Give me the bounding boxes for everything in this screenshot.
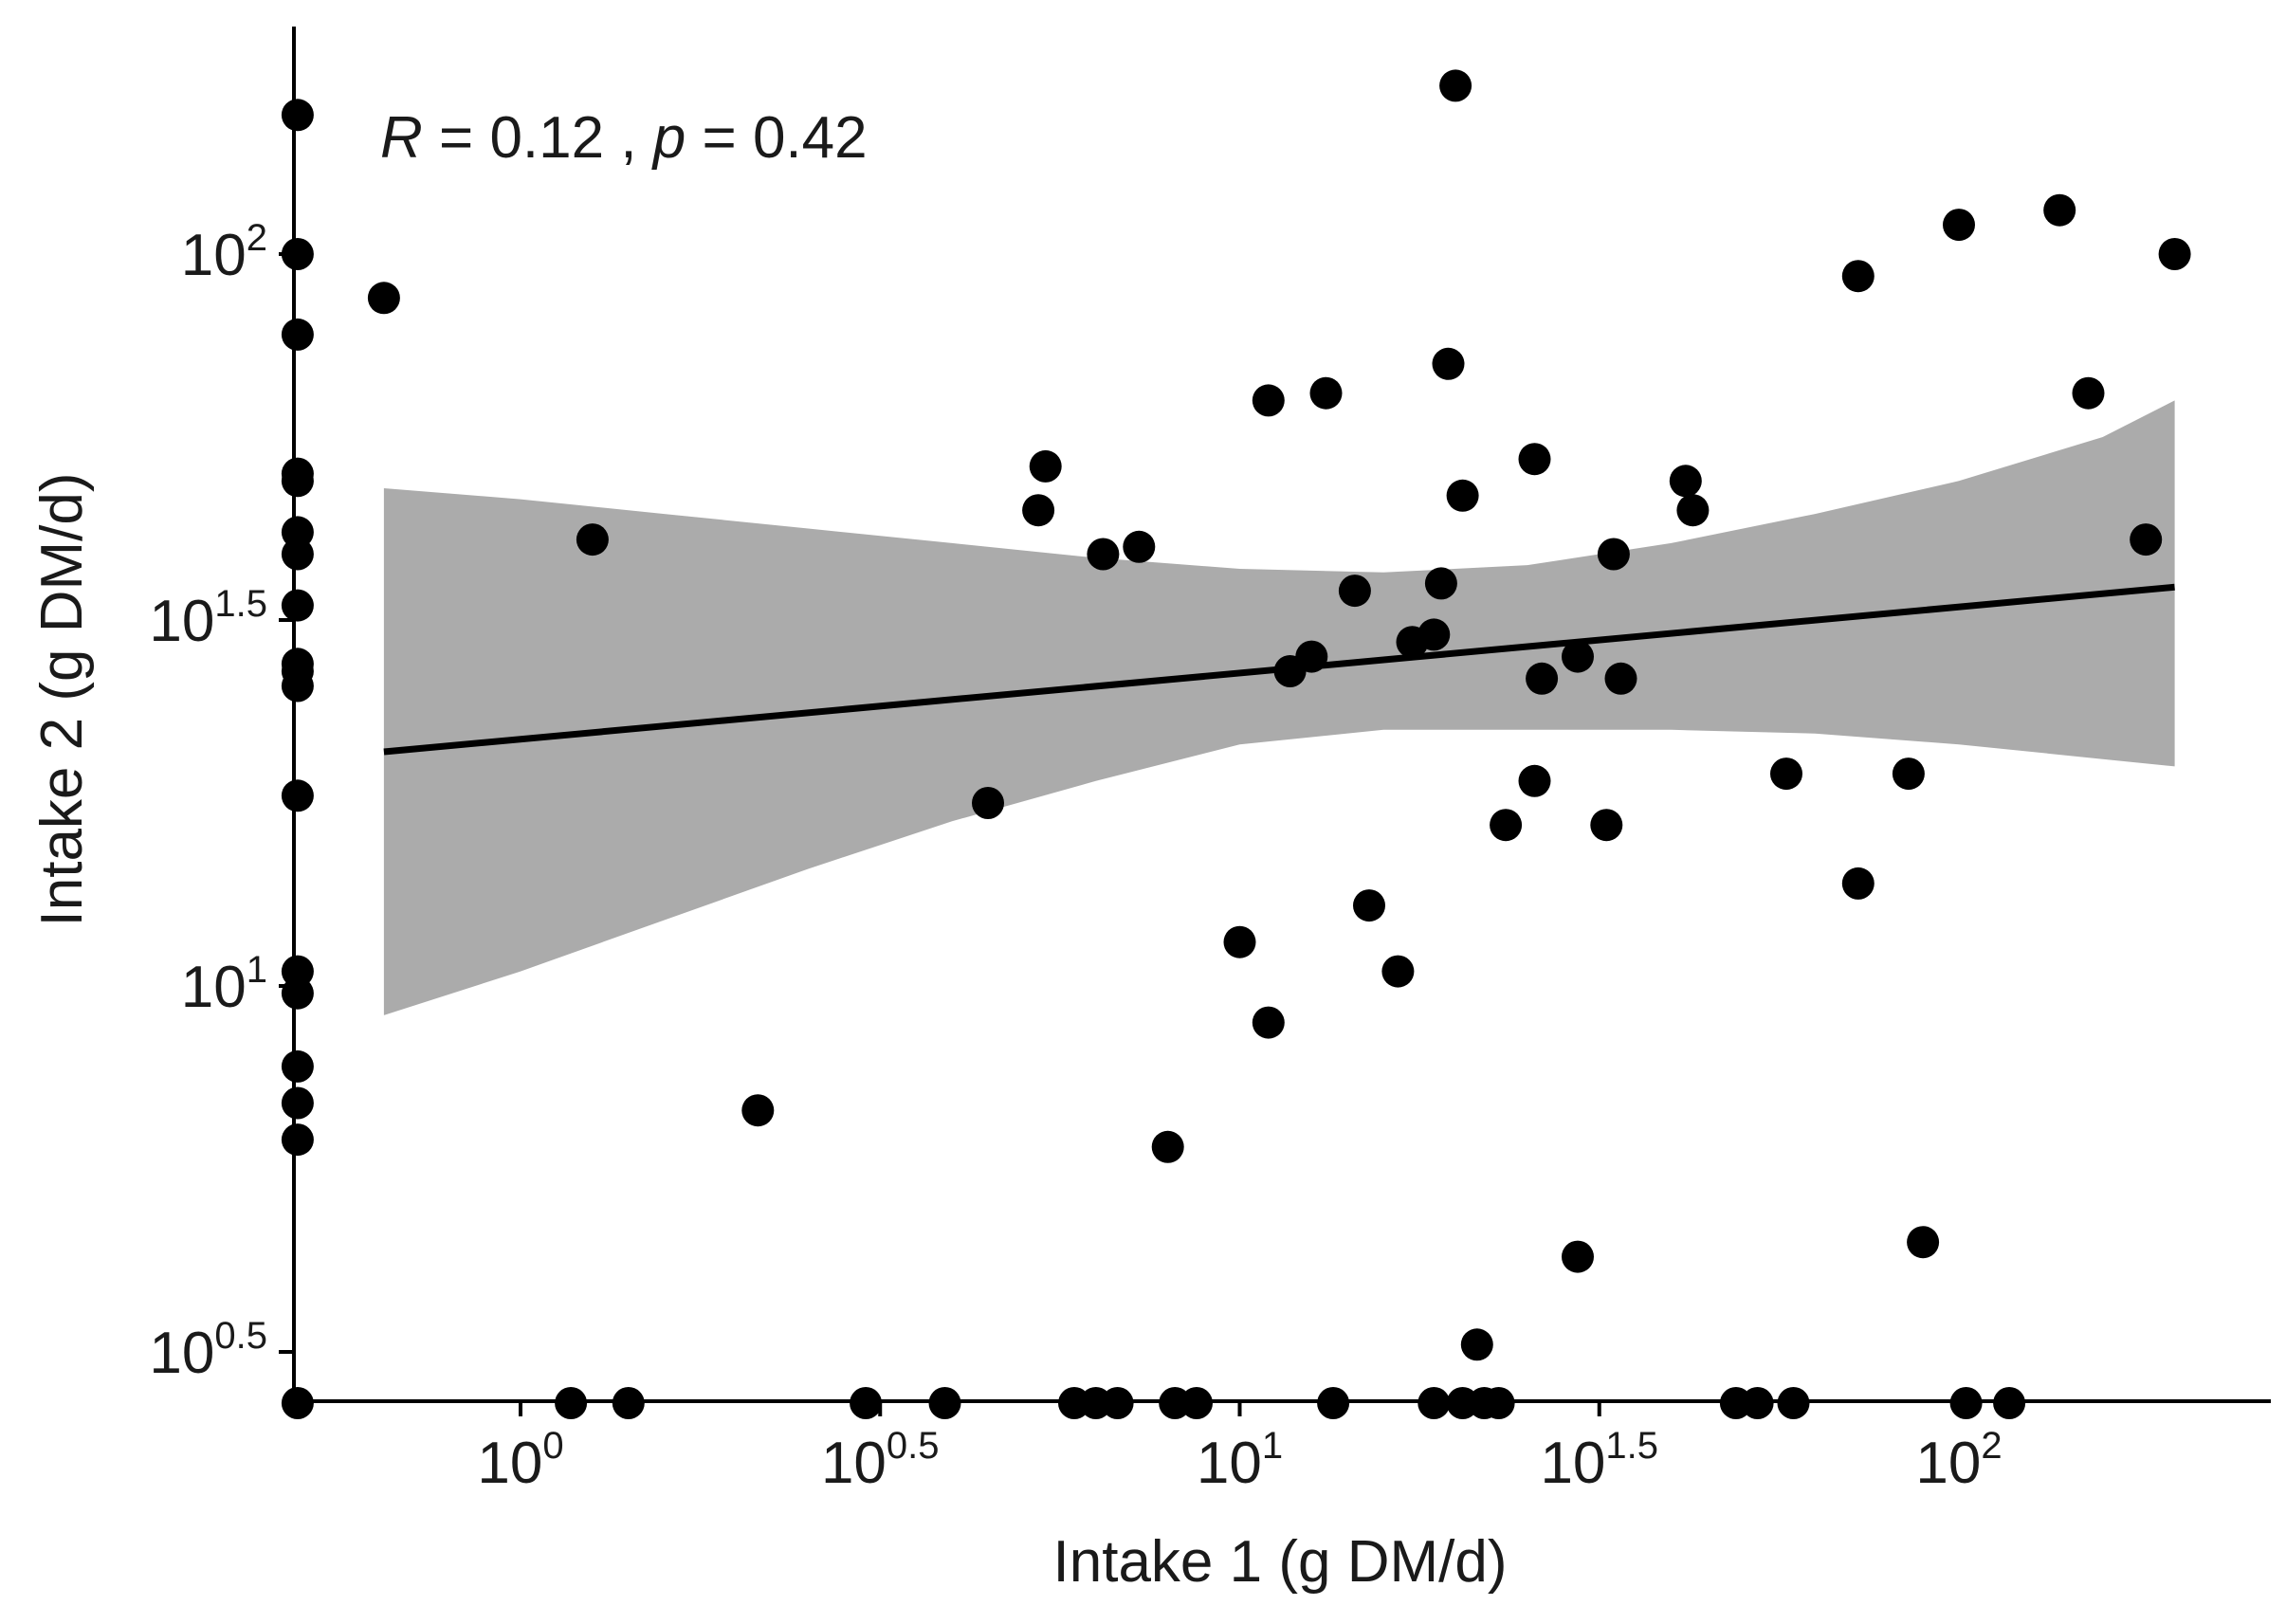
data-point [1518, 443, 1551, 476]
x-tick-label: 101 [1197, 1425, 1283, 1496]
data-point [1518, 764, 1551, 797]
data-point [1597, 538, 1630, 571]
data-point [281, 318, 314, 351]
data-point [281, 238, 314, 270]
p-value: = 0.42 [686, 105, 867, 171]
data-point [1590, 809, 1623, 842]
data-point [281, 465, 314, 498]
data-point [1223, 925, 1256, 958]
data-point [1943, 209, 1975, 242]
data-point [2072, 376, 2105, 410]
data-point [1022, 494, 1055, 527]
data-point [1252, 1006, 1285, 1039]
y-axis-title: Intake 2 (g DM/d) [29, 473, 95, 927]
confidence-band [383, 400, 2175, 1015]
data-point [1309, 376, 1343, 410]
data-point [1604, 662, 1637, 695]
data-point [281, 779, 314, 812]
data-point [281, 1049, 314, 1083]
data-point [1841, 260, 1875, 293]
data-point [281, 589, 314, 622]
data-point [367, 282, 400, 315]
data-point [1424, 567, 1457, 600]
x-tick-exponent: 2 [1981, 1425, 2002, 1467]
x-tick-base: 10 [477, 1431, 542, 1496]
x-tick-exponent: 1 [1262, 1425, 1283, 1467]
data-point [1562, 640, 1594, 673]
x-tick-label: 102 [1915, 1425, 2002, 1496]
y-tick-exponent: 1 [247, 949, 267, 991]
correlation-annotation: R = 0.12 , p = 0.42 [380, 105, 868, 171]
data-point [1151, 1130, 1184, 1163]
y-tick-base: 10 [149, 589, 214, 654]
data-point [1892, 757, 1925, 791]
x-tick-exponent: 1.5 [1605, 1425, 1658, 1467]
y-tick-exponent: 2 [247, 217, 267, 259]
data-point [281, 538, 314, 571]
data-point [281, 1123, 314, 1157]
y-tick-base: 10 [181, 223, 247, 288]
data-point [1562, 1240, 1594, 1273]
data-point [1252, 384, 1285, 417]
data-point [741, 1094, 775, 1127]
data-point [2158, 238, 2191, 270]
x-tick-label: 100 [477, 1425, 563, 1496]
data-point [281, 1086, 314, 1120]
data-point [1432, 347, 1465, 380]
x-tick-exponent: 0 [542, 1425, 563, 1467]
y-tick-label: 101 [181, 949, 267, 1020]
data-point [1381, 955, 1415, 988]
y-tick-base: 10 [149, 1321, 214, 1386]
x-tick-base: 10 [1540, 1431, 1605, 1496]
x-tick-label: 101.5 [1540, 1425, 1658, 1496]
y-tick-base: 10 [181, 955, 247, 1020]
p-symbol: p [651, 105, 686, 171]
data-point [1123, 530, 1156, 563]
data-point [1446, 479, 1479, 512]
y-tick-exponent: 0.5 [214, 1315, 267, 1357]
data-point [1669, 465, 1702, 498]
data-point [1439, 69, 1472, 102]
y-tick-exponent: 1.5 [214, 583, 267, 625]
data-point [1295, 640, 1328, 673]
data-point [1490, 809, 1523, 842]
data-point [1353, 889, 1385, 922]
data-point [1417, 618, 1451, 651]
x-tick-exponent: 0.5 [887, 1425, 940, 1467]
data-point [1841, 867, 1875, 900]
data-point [576, 523, 609, 557]
y-tick-label: 100.5 [149, 1315, 267, 1386]
x-tick-base: 10 [1197, 1431, 1262, 1496]
x-tick-base: 10 [821, 1431, 887, 1496]
data-point [972, 787, 1004, 819]
y-tick-label: 101.5 [149, 583, 267, 654]
x-axis-title: Intake 1 (g DM/d) [1053, 1529, 1508, 1595]
confidence-band-layer [383, 400, 2175, 1015]
x-tick-label: 100.5 [821, 1425, 940, 1496]
y-tick-label: 102 [181, 217, 267, 288]
x-tick-base: 10 [1915, 1431, 1981, 1496]
r-value: = 0.12 , [423, 105, 653, 171]
data-point [1087, 538, 1120, 571]
data-point [1770, 757, 1802, 791]
data-point [1460, 1328, 1493, 1361]
data-point [281, 669, 314, 703]
data-point [281, 99, 314, 132]
r-symbol: R [380, 105, 423, 171]
data-point [281, 976, 314, 1010]
data-point [1526, 662, 1559, 695]
data-point [1029, 449, 1062, 483]
data-point [2130, 523, 2163, 557]
data-point [1676, 494, 1710, 527]
data-point [1338, 575, 1371, 608]
data-point [2043, 193, 2076, 227]
data-point [1907, 1226, 1940, 1259]
